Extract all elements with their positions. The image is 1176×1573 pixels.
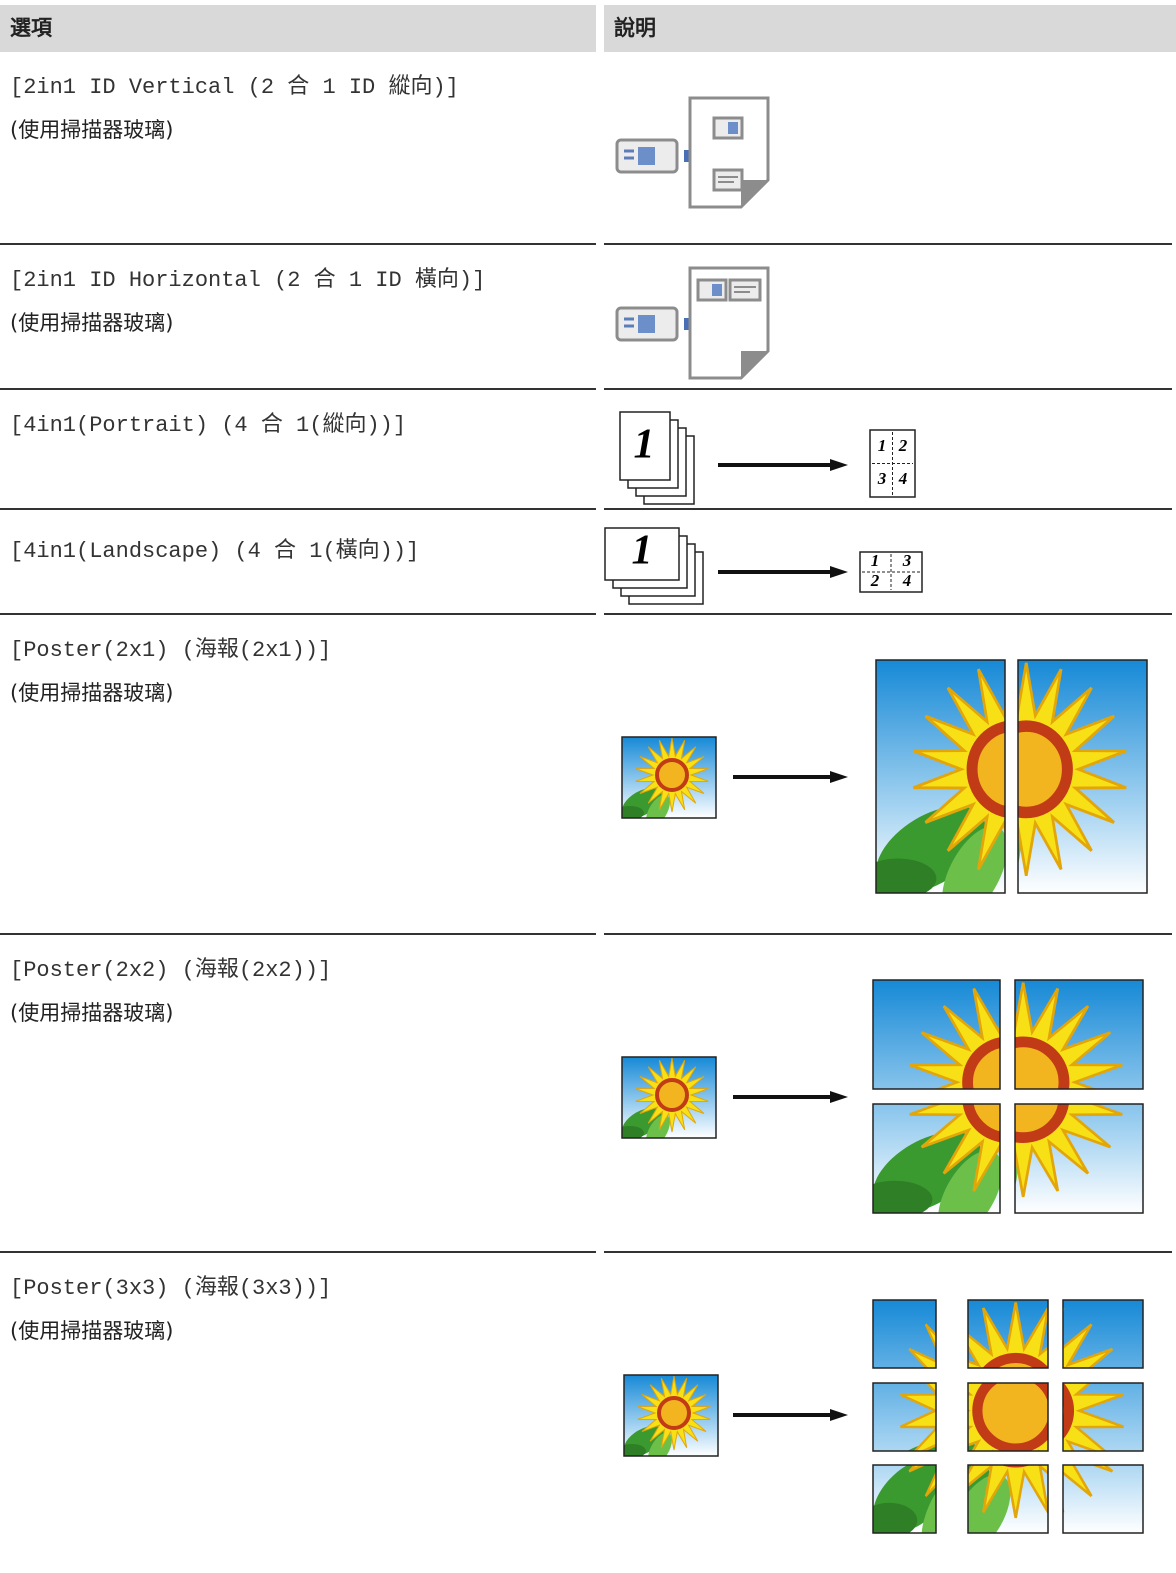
piece-frame <box>872 1382 937 1452</box>
page-fold <box>741 351 768 378</box>
cell-label: 3 <box>877 469 887 488</box>
arrow-head <box>830 1409 848 1421</box>
arrow-head <box>830 771 848 783</box>
option-text: [Poster(2x2) (海報(2x2))] <box>10 958 332 983</box>
description-cell: 1 1 3 2 4 <box>604 510 1172 615</box>
piece-frame <box>621 1056 717 1139</box>
option-cell: [4in1(Portrait) (4 合 1(縱向))] <box>0 390 596 510</box>
option-cell: [Poster(3x3) (海報(3x3))] (使用掃描器玻璃) <box>0 1253 596 1573</box>
option-text: [Poster(3x3) (海報(3x3))] <box>10 1276 332 1301</box>
card-lines <box>624 149 634 160</box>
description-cell <box>604 245 1172 390</box>
piece-frame <box>623 1374 719 1457</box>
id-back <box>712 168 744 192</box>
option-text: [4in1(Landscape) (4 合 1(橫向))] <box>10 539 420 564</box>
original-photo <box>622 737 716 818</box>
id-back <box>728 278 762 302</box>
option-note: (使用掃描器玻璃) <box>10 681 174 705</box>
piece-frame <box>967 1464 1049 1534</box>
option-cell: [2in1 ID Horizontal (2 合 1 ID 橫向)] (使用掃描… <box>0 245 596 390</box>
illustration <box>623 1299 1144 1534</box>
card-photo <box>728 122 738 134</box>
piece-frame <box>872 1299 937 1369</box>
piece-frame <box>1014 1103 1144 1214</box>
option-note: (使用掃描器玻璃) <box>10 118 174 142</box>
option-cell: [Poster(2x1) (海報(2x1))] (使用掃描器玻璃) <box>0 615 596 935</box>
option-text: [Poster(2x1) (海報(2x1))] <box>10 638 332 663</box>
cell-label: 2 <box>870 571 880 590</box>
cell-label: 1 <box>878 436 887 455</box>
piece-frame <box>1062 1464 1144 1534</box>
stack-page <box>619 411 671 481</box>
card-lines <box>734 286 756 293</box>
cell-label: 3 <box>902 551 912 570</box>
sunflower-image <box>624 1375 718 1456</box>
piece-frame <box>1062 1299 1144 1369</box>
option-cell: [2in1 ID Vertical (2 合 1 ID 縱向)] (使用掃描器玻… <box>0 52 596 245</box>
arrow-head <box>830 1091 848 1103</box>
description-cell: 1 1 2 3 4 <box>604 390 1172 510</box>
description-cell <box>604 1253 1172 1573</box>
illustration <box>615 266 770 380</box>
sunflower-image <box>622 1057 716 1138</box>
option-cell: [Poster(2x2) (海報(2x2))] (使用掃描器玻璃) <box>0 935 596 1253</box>
description-cell <box>604 52 1172 245</box>
illustration <box>621 979 1144 1214</box>
option-cell: [4in1(Landscape) (4 合 1(橫向))] <box>0 510 596 615</box>
original-photo <box>624 1375 718 1456</box>
piece-frame <box>875 659 1006 894</box>
stack-label: 1 <box>634 422 655 468</box>
description-cell <box>604 615 1172 935</box>
piece-frame <box>1062 1382 1144 1452</box>
option-note: (使用掃描器玻璃) <box>10 1001 174 1025</box>
piece-frame <box>872 1464 937 1534</box>
card-photo <box>712 284 722 296</box>
arrow-head <box>830 459 848 471</box>
cell-label: 4 <box>898 469 908 488</box>
page-fold <box>741 180 768 207</box>
option-text: [2in1 ID Vertical (2 合 1 ID 縱向)] <box>10 75 459 100</box>
option-text: [2in1 ID Horizontal (2 合 1 ID 橫向)] <box>10 268 486 293</box>
piece-frame <box>1017 659 1148 894</box>
piece-frame <box>1014 979 1144 1090</box>
cell-label: 2 <box>898 436 908 455</box>
piece-frame <box>872 979 1001 1090</box>
piece-frame <box>967 1299 1049 1369</box>
option-note: (使用掃描器玻璃) <box>10 311 174 335</box>
original-photo <box>622 1057 716 1138</box>
piece-frame <box>967 1382 1049 1452</box>
header-option: 選項 <box>0 5 596 52</box>
cell-label: 4 <box>902 571 912 590</box>
illustration: 1 1 3 2 4 <box>604 527 923 605</box>
card-photo <box>638 147 655 165</box>
card-lines <box>718 176 738 183</box>
piece-frame <box>872 1103 1001 1214</box>
option-text: [4in1(Portrait) (4 合 1(縱向))] <box>10 413 407 438</box>
option-note: (使用掃描器玻璃) <box>10 1319 174 1343</box>
piece-frame <box>621 736 717 819</box>
header-description: 說明 <box>604 5 1176 52</box>
illustration: 1 1 2 3 4 <box>619 411 916 505</box>
card-photo <box>638 315 655 333</box>
illustration <box>621 659 1148 894</box>
arrow-head <box>830 566 848 578</box>
description-cell <box>604 935 1172 1253</box>
sunflower-image <box>622 737 716 818</box>
card-lines <box>624 317 634 328</box>
stack-label: 1 <box>632 528 653 574</box>
cell-label: 1 <box>871 551 880 570</box>
stack-page <box>604 527 680 581</box>
illustration <box>615 96 770 209</box>
